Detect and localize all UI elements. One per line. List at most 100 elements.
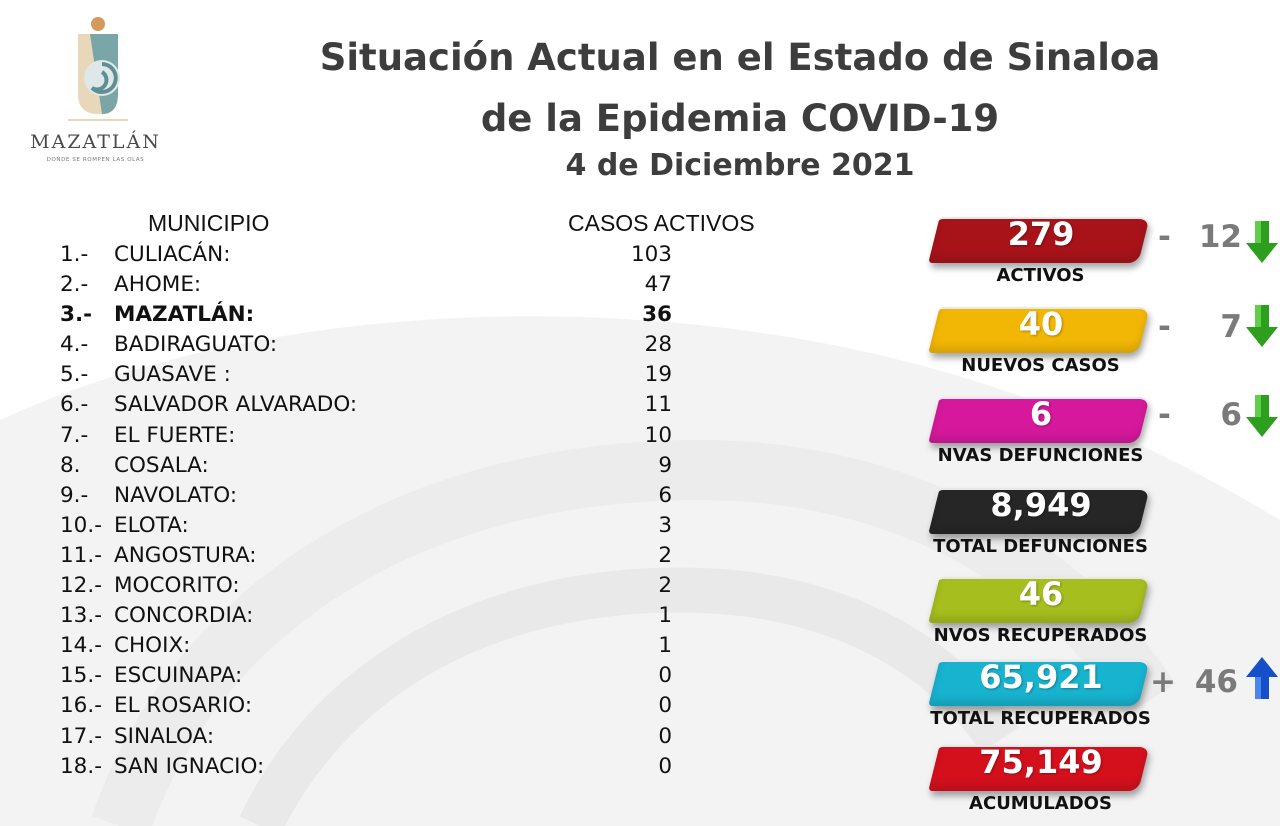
nvas-defunciones-label: NVAS DEFUNCIONES <box>937 445 1144 466</box>
nvos-recuperados-label: NVOS RECUPERADOS <box>933 625 1148 646</box>
municipio-name: CHOIX: <box>114 633 191 659</box>
stat-nvos-recuperados: 46 NVOS RECUPERADOS <box>918 573 1163 647</box>
stat-nuevos-casos: 40 NUEVOS CASOS <box>918 303 1163 377</box>
stat-total-recuperados: 65,921 TOTAL RECUPERADOS <box>918 656 1163 730</box>
activos-change: - 12 <box>1150 219 1246 259</box>
row-number: 17.- <box>60 723 102 749</box>
nuevos-casos-value: 40 <box>1018 305 1064 343</box>
total-defunciones-value: 8,949 <box>990 486 1092 524</box>
municipio-name: SAN IGNACIO: <box>114 753 265 779</box>
row-number: 3.- <box>60 302 93 328</box>
casos-activos-value: 0 <box>658 663 672 689</box>
row-number: 14.- <box>60 633 102 659</box>
page-title-line2: de la Epidemia COVID-19 <box>480 97 1000 140</box>
row-number: 11.- <box>60 542 102 568</box>
table-row: 16.- EL ROSARIO: 0 <box>60 691 680 721</box>
acumulados-value: 75,149 <box>979 743 1103 781</box>
row-number: 15.- <box>60 663 102 689</box>
table-row: 2.- AHOME: 47 <box>60 270 680 300</box>
table-row: 18.- SAN IGNACIO: 0 <box>60 752 680 782</box>
municipio-name: EL ROSARIO: <box>114 693 253 719</box>
table-row: 5.- GUASAVE : 19 <box>60 360 680 390</box>
table-row: 13.- CONCORDIA: 1 <box>60 601 680 631</box>
table-row: 15.- ESCUINAPA: 0 <box>60 661 680 691</box>
casos-activos-header: CASOS ACTIVOS <box>568 210 755 236</box>
casos-activos-value: 9 <box>658 452 672 478</box>
municipio-name: BADIRAGUATO: <box>114 332 278 358</box>
casos-activos-value: 0 <box>658 753 672 779</box>
casos-activos-value: 0 <box>658 693 672 719</box>
row-number: 18.- <box>60 753 102 779</box>
total-recuperados-change-sign: + <box>1150 664 1176 700</box>
table-row: 17.- SINALOA: 0 <box>60 722 680 752</box>
nvas-defunciones-value: 6 <box>1029 395 1053 433</box>
mazatlan-logo: MAZATLÁN DONDE SE ROMPEN LAS OLAS <box>18 16 173 171</box>
total-recuperados-label: TOTAL RECUPERADOS <box>930 708 1151 729</box>
up-arrow-icon <box>1246 657 1278 699</box>
row-number: 2.- <box>60 272 89 298</box>
casos-activos-value: 1 <box>658 633 672 659</box>
logo-wordmark: MAZATLÁN <box>30 131 161 153</box>
row-number: 10.- <box>60 512 102 538</box>
table-row: 1.- CULIACÁN: 103 <box>60 240 680 270</box>
row-number: 6.- <box>60 392 89 418</box>
table-row: 12.- MOCORITO: 2 <box>60 571 680 601</box>
row-number: 5.- <box>60 362 89 388</box>
activos-change-value: 12 <box>1198 219 1242 255</box>
nuevos-casos-change-sign: - <box>1158 309 1171 345</box>
municipio-name: COSALA: <box>114 452 209 478</box>
activos-value: 279 <box>1007 215 1075 253</box>
logo-tagline: DONDE SE ROMPEN LAS OLAS <box>46 157 145 163</box>
row-number: 8. <box>60 452 81 478</box>
nvas-defunciones-change-sign: - <box>1158 397 1171 433</box>
row-number: 9.- <box>60 482 89 508</box>
table-row: 9.- NAVOLATO: 6 <box>60 481 680 511</box>
table-row: 6.- SALVADOR ALVARADO: 11 <box>60 390 680 420</box>
nuevos-casos-change-value: 7 <box>1220 309 1242 345</box>
row-number: 1.- <box>60 242 89 267</box>
table-row: 3.- MAZATLÁN: 36 <box>60 300 680 330</box>
row-number: 13.- <box>60 603 102 629</box>
municipio-name: ANGOSTURA: <box>114 542 257 568</box>
nuevos-casos-change: - 7 <box>1150 309 1246 349</box>
casos-activos-value: 10 <box>644 422 672 448</box>
nvas-defunciones-change-value: 6 <box>1220 397 1242 433</box>
table-row: 11.- ANGOSTURA: 2 <box>60 541 680 571</box>
nvas-defunciones-change: - 6 <box>1150 397 1246 437</box>
casos-activos-value: 2 <box>658 542 672 568</box>
total-recuperados-value: 65,921 <box>979 658 1103 696</box>
municipio-header: MUNICIPIO <box>148 210 270 236</box>
casos-activos-value: 0 <box>658 723 672 749</box>
nuevos-casos-label: NUEVOS CASOS <box>961 355 1120 376</box>
municipio-name: AHOME: <box>114 272 202 298</box>
acumulados-label: ACUMULADOS <box>969 793 1112 814</box>
municipio-name: ESCUINAPA: <box>114 663 243 689</box>
municipio-name: EL FUERTE: <box>114 422 236 448</box>
table-row: 4.- BADIRAGUATO: 28 <box>60 330 680 360</box>
casos-activos-value: 36 <box>642 302 672 328</box>
row-number: 16.- <box>60 693 102 719</box>
casos-activos-value: 6 <box>658 482 672 508</box>
shell-emblem-icon <box>68 17 128 121</box>
total-recuperados-change: + 46 <box>1150 664 1246 704</box>
report-date: 4 de Diciembre 2021 <box>565 148 915 183</box>
casos-activos-value: 1 <box>658 603 672 629</box>
table-row: 8. COSALA: 9 <box>60 451 680 481</box>
down-arrow-icon <box>1246 305 1278 347</box>
municipio-name: MOCORITO: <box>114 573 240 599</box>
row-number: 4.- <box>60 332 89 358</box>
table-row: 10.- ELOTA: 3 <box>60 511 680 541</box>
activos-label: ACTIVOS <box>996 265 1085 286</box>
page-title-line1: Situación Actual en el Estado de Sinaloa <box>319 36 1161 79</box>
row-number: 12.- <box>60 573 102 599</box>
table-row: 7.- EL FUERTE: 10 <box>60 421 680 451</box>
stat-nvas-defunciones: 6 NVAS DEFUNCIONES <box>918 393 1163 467</box>
municipio-name: NAVOLATO: <box>114 482 238 508</box>
casos-activos-value: 11 <box>644 392 672 418</box>
municipio-name: CONCORDIA: <box>114 603 254 629</box>
stat-activos: 279 ACTIVOS <box>918 213 1163 287</box>
nvos-recuperados-value: 46 <box>1018 575 1064 613</box>
municipio-name: CULIACÁN: <box>114 242 231 267</box>
table-row: 14.- CHOIX: 1 <box>60 631 680 661</box>
casos-activos-value: 103 <box>630 242 672 267</box>
